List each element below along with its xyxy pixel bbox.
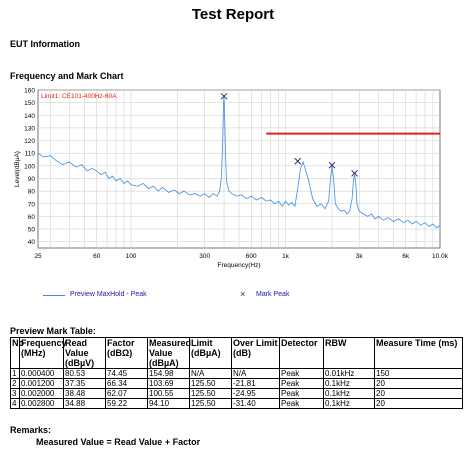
- x-tick-label: 60: [93, 253, 101, 260]
- table-cell: -24.95: [231, 388, 280, 399]
- table-cell: Peak: [279, 368, 324, 379]
- table-cell: 0.001200: [19, 378, 64, 389]
- y-tick-label: 100: [24, 163, 35, 170]
- table-cell: Peak: [279, 378, 324, 389]
- table-cell: -31.40: [231, 398, 280, 409]
- table-cell: 0.1kHz: [323, 398, 375, 409]
- eut-heading: EUT Information: [10, 39, 80, 49]
- table-cell: 94.10: [147, 398, 190, 409]
- table-row: 3 0.002000 38.48 62.07 100.55 125.50 -24.95 Pea…: [10, 388, 463, 399]
- table-cell: 20: [374, 388, 463, 399]
- y-tick-label: 150: [24, 100, 35, 107]
- table-header-cell: Detector: [279, 337, 324, 369]
- legend-mark-icon: ×: [240, 289, 246, 299]
- x-tick-label: 300: [199, 253, 210, 260]
- table-cell: 38.48: [63, 388, 106, 399]
- table-header-cell: Factor (dBΩ): [105, 337, 148, 369]
- y-tick-label: 140: [24, 113, 35, 120]
- table-header-cell: No: [10, 337, 24, 369]
- table-cell: Peak: [279, 388, 324, 399]
- y-tick-label: 60: [28, 214, 36, 221]
- table-cell: 150: [374, 368, 463, 379]
- y-tick-label: 70: [28, 201, 36, 208]
- table-cell: 103.69: [147, 378, 190, 389]
- table-cell: 125.50: [189, 398, 232, 409]
- table-cell: 1: [10, 368, 20, 379]
- chart-heading: Frequency and Mark Chart: [10, 71, 124, 81]
- table-cell: N/A: [231, 368, 280, 379]
- remarks-heading: Remarks:: [10, 425, 52, 435]
- frequency-chart: 40 50 60 70 80 90 100 110 120 130 140 150 160 25 60 100…: [14, 88, 449, 270]
- x-axis-label: Frequency(Hz): [218, 262, 261, 269]
- table-row: 2 0.001200 37.35 66.34 103.69 125.50 -21.81 Pea…: [10, 378, 463, 389]
- table-cell: N/A: [189, 368, 232, 379]
- table-cell: 0.002000: [19, 388, 64, 399]
- table-cell: 125.50: [189, 378, 232, 389]
- x-tick-label: 100: [126, 253, 137, 260]
- mark-peak-point: [294, 157, 302, 165]
- y-axis-label: Level(dBµA): [14, 151, 21, 187]
- series-line: [37, 97, 441, 229]
- legend-mark-label: Mark Peak: [256, 291, 290, 298]
- table-header-cell: RBW: [323, 337, 375, 369]
- table-heading: Preview Mark Table:: [10, 326, 96, 336]
- y-tick-label: 40: [28, 239, 36, 246]
- table-cell: 125.50: [189, 388, 232, 399]
- table-cell: 4: [10, 398, 20, 409]
- mark-peak-point: [351, 169, 358, 177]
- table-header-cell: Frequency (MHz): [19, 337, 67, 369]
- legend-line-label: Preview MaxHold - Peak: [70, 291, 147, 298]
- x-tick-label: 25: [34, 253, 42, 260]
- table-cell: 0.01kHz: [323, 368, 375, 379]
- mark-peak-point: [328, 161, 336, 169]
- table-header-cell: Limit (dBµA): [189, 337, 232, 369]
- table-cell: -21.81: [231, 378, 280, 389]
- table-cell: 37.35: [63, 378, 106, 389]
- y-tick-label: 130: [24, 125, 35, 132]
- table-row: 1 0.000400 80.53 74.45 154.98 N/A N/A Peak 0.01k…: [10, 368, 463, 379]
- x-tick-label: 3k: [356, 253, 364, 260]
- table-header-cell: Measure Time (ms): [374, 337, 463, 369]
- table-cell: 20: [374, 398, 463, 409]
- y-tick-label: 80: [28, 189, 36, 196]
- table-cell: 0.000400: [19, 368, 64, 379]
- mark-table: No Frequency (MHz) Read Value (dBµV) Factor…: [10, 337, 463, 409]
- table-cell: 66.34: [105, 378, 148, 389]
- x-tick-label: 600: [246, 253, 257, 260]
- table-cell: 34.88: [63, 398, 106, 409]
- x-tick-label: 10.0k: [432, 253, 449, 260]
- table-cell: 100.55: [147, 388, 190, 399]
- y-tick-label: 90: [28, 176, 36, 183]
- table-cell: 74.45: [105, 368, 148, 379]
- limit-label: Limit1: CE101-400Hz-60A: [41, 93, 117, 100]
- table-cell: 3: [10, 388, 20, 399]
- mark-peak-point: [220, 93, 228, 100]
- table-header-cell: Measured Value (dBµA): [147, 337, 192, 369]
- table-cell: Peak: [279, 398, 324, 409]
- table-cell: 154.98: [147, 368, 190, 379]
- table-cell: 80.53: [63, 368, 106, 379]
- table-cell: 2: [10, 378, 20, 389]
- report-title: Test Report: [191, 6, 275, 23]
- table-header-row: No Frequency (MHz) Read Value (dBµV) Factor…: [10, 337, 463, 369]
- table-cell: 62.07: [105, 388, 148, 399]
- table-cell: 20: [374, 378, 463, 389]
- table-row: 4 0.002800 34.88 59.22 94.10 125.50 -31.40 Peak…: [10, 398, 463, 409]
- y-tick-label: 110: [25, 151, 36, 158]
- y-tick-label: 50: [28, 227, 36, 234]
- table-cell: 0.1kHz: [323, 388, 375, 399]
- table-cell: 0.002800: [19, 398, 64, 409]
- y-tick-label: 160: [24, 88, 35, 95]
- table-cell: 0.1kHz: [323, 378, 375, 389]
- table-header-cell: Over Limit (dB): [231, 337, 280, 369]
- y-tick-label: 120: [24, 138, 35, 145]
- legend-line-swatch: [43, 295, 65, 296]
- remarks-text: Measured Value = Read Value + Factor: [36, 437, 201, 447]
- x-tick-label: 1k: [282, 253, 290, 260]
- x-tick-label: 6k: [402, 253, 410, 260]
- table-header-cell: Read Value (dBµV): [63, 337, 106, 369]
- table-cell: 59.22: [105, 398, 148, 409]
